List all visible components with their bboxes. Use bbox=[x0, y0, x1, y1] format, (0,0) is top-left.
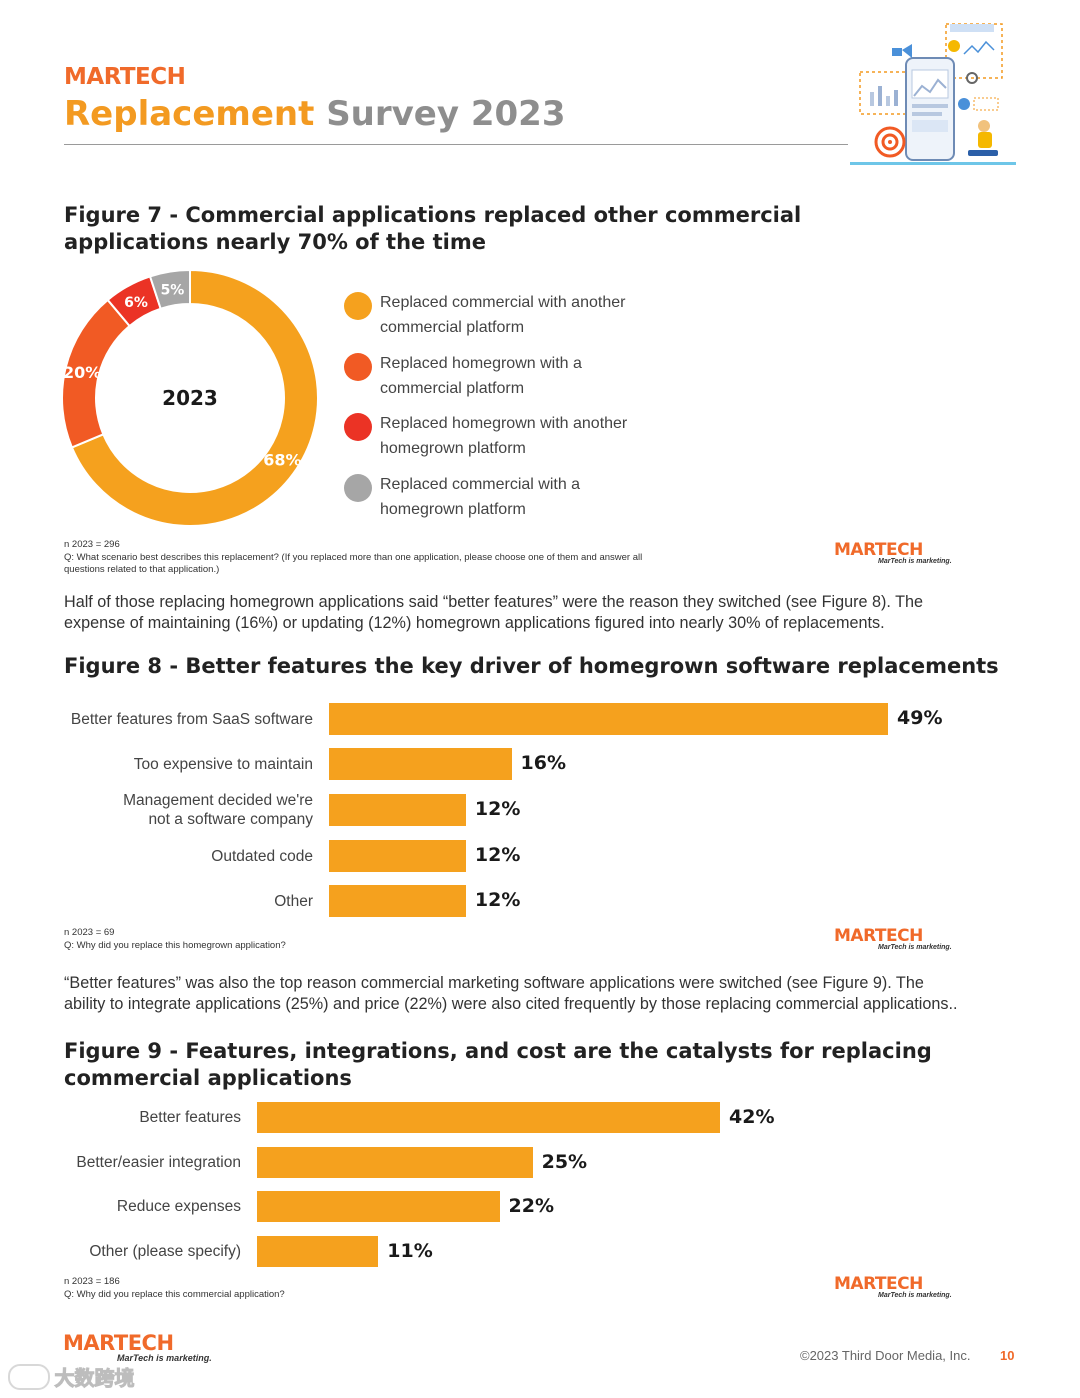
footer-brand: MARTECH MarTech is marketing. bbox=[63, 1331, 223, 1363]
watermark-text: 大数跨境 bbox=[54, 1366, 135, 1391]
fig8-bar-value-4: 12% bbox=[474, 889, 521, 911]
donut-label-commercial-to-commercial: 68% bbox=[263, 450, 301, 469]
figure7-title: Figure 7 - Commercial applications repla… bbox=[64, 202, 964, 256]
fig9-bar-label-2: Reduce expenses bbox=[116, 1198, 241, 1215]
fig8-bar-label-3: Outdated code bbox=[211, 847, 313, 865]
page-title: Replacement Survey 2023 bbox=[64, 94, 566, 134]
donut-chart: 68% 20% 6% 5% 2023 bbox=[61, 268, 319, 527]
fig9-bar-value-0: 42% bbox=[729, 1105, 775, 1128]
fig8-bar-4 bbox=[329, 885, 466, 917]
paragraph-1: Half of those replacing homegrown applic… bbox=[64, 592, 1024, 634]
fig9-bar-value-3: 11% bbox=[387, 1239, 433, 1262]
header-illustration bbox=[850, 23, 1016, 165]
legend-label-homegrown-to-homegrown: Replaced homegrown with another homegrown… bbox=[380, 415, 628, 457]
figure8-n-note: n 2023 = 69 bbox=[64, 927, 115, 938]
legend-swatch-homegrown-to-homegrown bbox=[344, 413, 372, 441]
figure7-brand: MARTECH MarTech is marketing. bbox=[834, 540, 964, 565]
paragraph-2-line2: ability to integrate applications (25%) … bbox=[64, 995, 958, 1013]
fig8-bar-label-1: Too expensive to maintain bbox=[133, 755, 313, 773]
figure9-n-note: n 2023 = 186 bbox=[64, 1276, 120, 1287]
fig8-bar-1 bbox=[329, 748, 512, 780]
figure9-notes: n 2023 = 186 Q: Why did you replace this… bbox=[64, 1276, 664, 1301]
figure9-brand: MARTECH MarTech is marketing. bbox=[834, 1274, 964, 1299]
fig9-bar-1 bbox=[257, 1147, 533, 1178]
figure9-title-line1: Figure 9 - Features, integrations, and c… bbox=[64, 1039, 932, 1063]
paragraph-2: “Better features” was also the top reaso… bbox=[64, 973, 1044, 1015]
fig9-bar-0 bbox=[257, 1102, 720, 1133]
figure9-brand-logo: MARTECH bbox=[834, 1274, 923, 1294]
figure8-brand: MARTECH MarTech is marketing. bbox=[834, 926, 964, 951]
figure7-q-note-line2: questions related to that application.) bbox=[64, 564, 220, 575]
fig9-bar-3 bbox=[257, 1236, 379, 1267]
footer-tagline: MarTech is marketing. bbox=[117, 1353, 212, 1363]
figure7-title-line1: Figure 7 - Commercial applications repla… bbox=[64, 203, 802, 227]
legend-label-homegrown-to-commercial: Replaced homegrown with a commercial plat… bbox=[380, 354, 582, 397]
figure7-brand-logo: MARTECH bbox=[834, 540, 923, 560]
legend-swatch-commercial-to-commercial bbox=[344, 292, 372, 320]
fig8-bar-3 bbox=[329, 840, 466, 872]
fig8-bar-0 bbox=[329, 703, 888, 735]
fig8-bar-value-1: 16% bbox=[520, 752, 566, 774]
watermark-icon bbox=[8, 1363, 50, 1390]
title-part2: Survey 2023 bbox=[326, 94, 566, 134]
figure9-title: Figure 9 - Features, integrations, and c… bbox=[64, 1038, 964, 1092]
fig8-bar-value-2: 12% bbox=[474, 798, 521, 820]
figure8-notes: n 2023 = 69 Q: Why did you replace this … bbox=[64, 927, 664, 952]
footer-logo: MARTECH bbox=[63, 1331, 174, 1355]
fig9-bar-label-1: Better/easier integration bbox=[76, 1154, 241, 1171]
figure7-n-note: n 2023 = 296 bbox=[64, 539, 120, 550]
paragraph-1-line2: expense of maintaining (16%) or updating… bbox=[64, 614, 885, 632]
fig8-bar-label-4: Other bbox=[274, 892, 313, 910]
fig8-bar-value-0: 49% bbox=[897, 707, 943, 729]
legend-label-commercial-to-commercial: Replaced commercial with another commerci… bbox=[380, 294, 626, 336]
donut-slice-commercial-to-homegrown bbox=[148, 268, 191, 310]
figure9-q-note: Q: Why did you replace this commercial a… bbox=[64, 1288, 285, 1300]
legend-label-commercial-to-homegrown: Replaced commercial with a homegrown plat… bbox=[380, 475, 581, 518]
fig9-bar-label-0: Better features bbox=[139, 1109, 241, 1126]
donut-label-commercial-to-homegrown: 5% bbox=[161, 282, 185, 298]
figure7-title-line2: applications nearly 70% of the time bbox=[64, 230, 486, 254]
fig9-bar-value-2: 22% bbox=[508, 1194, 554, 1217]
legend-swatch-homegrown-to-commercial bbox=[344, 352, 372, 381]
fig9-bar-value-1: 25% bbox=[541, 1150, 588, 1173]
fig8-bar-label-0: Better features from SaaS software bbox=[70, 710, 313, 728]
legend-swatch-commercial-to-homegrown bbox=[344, 473, 372, 502]
figure7-q-note-line1: Q: What scenario best describes this rep… bbox=[64, 551, 643, 563]
paragraph-1-line1: Half of those replacing homegrown applic… bbox=[64, 593, 923, 611]
figure8-brand-logo: MARTECH bbox=[834, 926, 923, 946]
donut-slice-commercial-to-commercial bbox=[70, 268, 319, 527]
figure8-title: Figure 8 - Better features the key drive… bbox=[64, 654, 999, 678]
figure7-brand-tagline: MarTech is marketing. bbox=[878, 558, 952, 565]
figure7-notes: n 2023 = 296 Q: What scenario best descr… bbox=[64, 539, 764, 577]
watermark: 大数跨境 bbox=[8, 1362, 135, 1391]
donut-center-label: 2023 bbox=[162, 386, 218, 410]
fig8-bar-2 bbox=[329, 794, 466, 826]
donut-label-homegrown-to-homegrown: 6% bbox=[124, 295, 148, 311]
page-number: 10 bbox=[1000, 1348, 1015, 1363]
figure9-title-line2: commercial applications bbox=[64, 1066, 352, 1090]
header-rule bbox=[64, 144, 848, 145]
fig8-bar-value-3: 12% bbox=[474, 844, 521, 866]
figure9-brand-tagline: MarTech is marketing. bbox=[878, 1292, 952, 1299]
fig9-bar-2 bbox=[257, 1191, 500, 1222]
paragraph-2-line1: “Better features” was also the top reaso… bbox=[64, 974, 924, 992]
title-part1: Replacement bbox=[64, 94, 315, 134]
footer-copyright: ©2023 Third Door Media, Inc. bbox=[800, 1348, 971, 1363]
donut-label-homegrown-to-commercial: 20% bbox=[63, 363, 101, 382]
header-logo: MARTECH bbox=[64, 64, 186, 90]
figure8-q-note: Q: Why did you replace this homegrown ap… bbox=[64, 939, 286, 951]
figure8-brand-tagline: MarTech is marketing. bbox=[878, 944, 952, 951]
fig9-bar-label-3: Other (please specify) bbox=[89, 1243, 241, 1260]
fig8-bar-label-2: Management decided we're not a software c… bbox=[123, 792, 313, 828]
